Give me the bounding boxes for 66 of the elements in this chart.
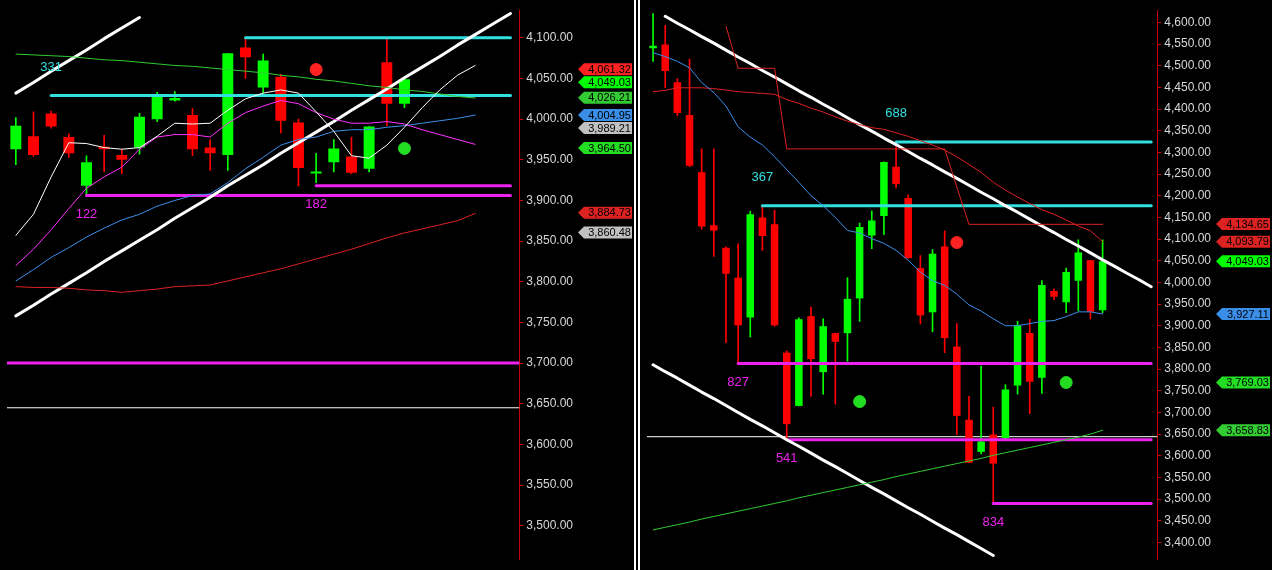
y-tick-label: 4,100.00 (1164, 231, 1212, 246)
y-tick-label: 3,950.00 (1164, 296, 1212, 311)
y-tick-label: 3,650.00 (1164, 426, 1212, 441)
y-tick-label: 4,400.00 (1164, 101, 1212, 116)
series-label: 122 (75, 205, 98, 221)
y-tick-label: 3,800.00 (1164, 361, 1212, 376)
text: 4,026.21 (588, 91, 631, 104)
y-tick-label: 4,100.00 (526, 30, 574, 45)
y-tick-label: 3,700.00 (1164, 404, 1212, 419)
candlestick (710, 148, 718, 257)
series-label: 182 (305, 195, 327, 211)
text: 3,860.48 (588, 226, 631, 239)
y-tick-label: 4,500.00 (1164, 57, 1212, 72)
y-tick-label: 3,700.00 (526, 355, 574, 370)
y-tick-label: 3,650.00 (526, 396, 574, 411)
candlestick (831, 332, 840, 405)
y-tick-label: 3,400.00 (1164, 534, 1212, 549)
y-tick-label: 4,000.00 (526, 111, 574, 126)
point (853, 395, 867, 409)
series-label: 834 (982, 513, 1005, 529)
text: 4,049.03 (1226, 254, 1269, 267)
y-tick-label: 3,800.00 (526, 274, 574, 289)
point (1059, 376, 1073, 390)
y-tick-label: 4,600.00 (1164, 14, 1212, 29)
y-tick-label: 3,500.00 (526, 517, 574, 532)
y-tick-label: 3,500.00 (1164, 491, 1212, 506)
y-tick-label: 4,250.00 (1164, 166, 1212, 181)
y-tick-label: 4,350.00 (1164, 123, 1212, 138)
y-tick-label: 3,900.00 (526, 192, 574, 207)
y-tick-label: 3,850.00 (1164, 339, 1212, 354)
point (950, 236, 964, 250)
text: 3,927.11 (1226, 307, 1269, 320)
y-tick-label: 3,900.00 (1164, 318, 1212, 333)
text: 3,989.21 (588, 121, 631, 134)
y-tick-label: 4,000.00 (1164, 274, 1212, 289)
text: 4,004.95 (588, 108, 631, 121)
y-tick-label: 4,050.00 (1164, 253, 1212, 268)
y-tick-label: 3,750.00 (526, 314, 574, 329)
text: 3,964.50 (588, 141, 631, 154)
series-label: 541 (775, 449, 798, 465)
text: 3,658.83 (1226, 423, 1269, 436)
y-tick-label: 3,450.00 (1164, 513, 1212, 528)
y-tick-label: 4,450.00 (1164, 79, 1212, 94)
text: 4,093.79 (1226, 235, 1269, 248)
text: 4,049.03 (588, 75, 631, 88)
y-tick-label: 3,750.00 (1164, 383, 1212, 398)
series-label: 827 (727, 373, 749, 389)
y-tick-label: 4,550.00 (1164, 36, 1212, 51)
candlestick (977, 365, 985, 455)
series-label: 367 (751, 168, 774, 184)
text: 3,769.03 (1226, 376, 1269, 389)
y-tick-label: 4,050.00 (526, 70, 574, 85)
candlestick (310, 152, 322, 183)
y-tick-label: 3,600.00 (1164, 448, 1212, 463)
y-tick-label: 3,600.00 (526, 436, 574, 451)
text: 4,061.32 (588, 62, 631, 75)
series-label: 688 (885, 105, 907, 121)
text: 4,134.65 (1226, 217, 1269, 230)
y-tick-label: 4,300.00 (1164, 144, 1212, 159)
y-tick-label: 3,550.00 (1164, 469, 1212, 484)
y-tick-label: 4,150.00 (1164, 209, 1212, 224)
y-tick-label: 3,850.00 (526, 233, 574, 248)
y-tick-label: 3,950.00 (526, 152, 574, 167)
y-tick-label: 3,550.00 (526, 477, 574, 492)
text: 3,884.73 (588, 206, 631, 219)
y-tick-label: 4,200.00 (1164, 188, 1212, 203)
